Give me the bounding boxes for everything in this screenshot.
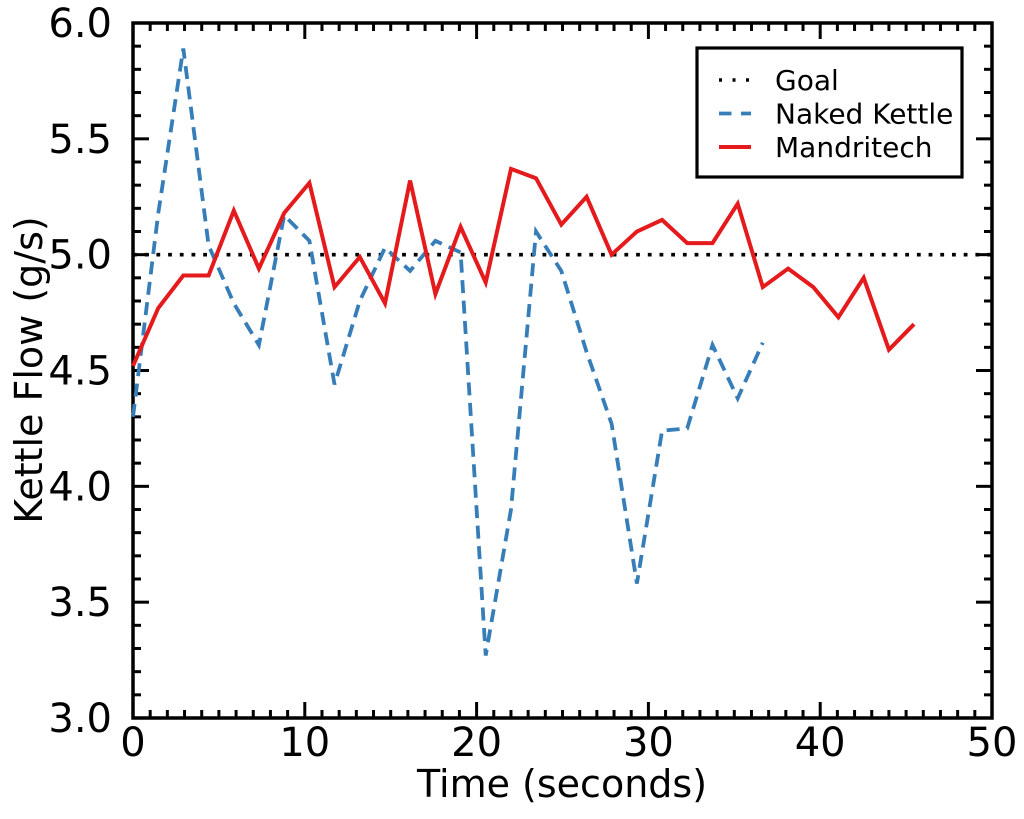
- legend-label-naked-kettle: Naked Kettle: [775, 98, 953, 131]
- y-tick-label-4.0: 4.0: [48, 464, 112, 510]
- data-series-lines: [131, 48, 992, 656]
- y-tick-label-4.5: 4.5: [48, 349, 112, 395]
- y-tick-label-6.0: 6.0: [48, 1, 112, 47]
- y-tick-label-5.5: 5.5: [48, 117, 112, 163]
- series-line-mandritech: [131, 166, 916, 367]
- x-tick-label-50: 50: [967, 720, 1018, 766]
- x-axis-label: Time (seconds): [416, 762, 707, 806]
- legend-label-goal: Goal: [775, 64, 839, 97]
- x-tick-label-10: 10: [279, 720, 330, 766]
- series-line-naked-kettle: [131, 48, 765, 656]
- y-tick-label-5.0: 5.0: [48, 233, 112, 279]
- x-tick-label-20: 20: [451, 720, 502, 766]
- x-tick-label-0: 0: [120, 720, 145, 766]
- y-axis-label: Kettle Flow (g/s): [7, 216, 51, 523]
- axes-and-ticks: [131, 21, 994, 720]
- x-tick-label-30: 30: [623, 720, 674, 766]
- y-tick-label-3.0: 3.0: [48, 696, 112, 742]
- tick-labels: 0 10 20 30 40 50 3.0 3.5 4.0 4.5 5.0 5.5 6.0: [48, 1, 1017, 766]
- x-tick-label-40: 40: [795, 720, 846, 766]
- y-tick-label-3.5: 3.5: [48, 580, 112, 626]
- legend-label-mandritech: Mandritech: [775, 131, 932, 164]
